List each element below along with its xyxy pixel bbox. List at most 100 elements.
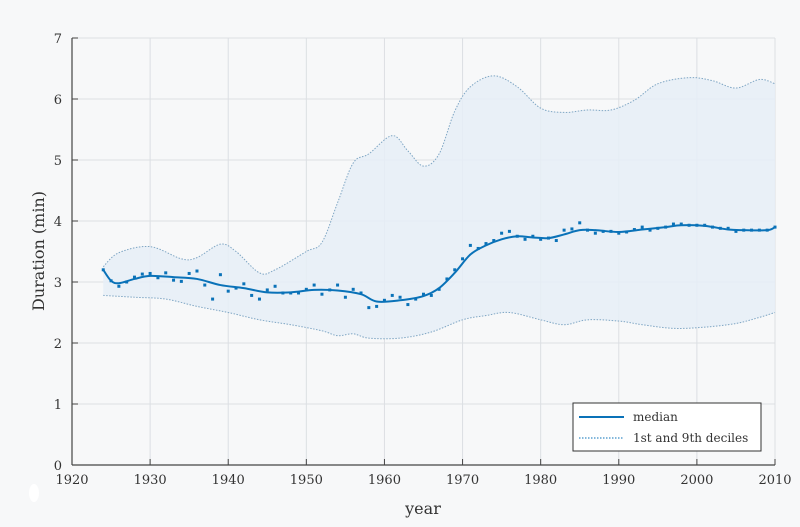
data-point [320, 292, 324, 296]
upper-decile-line [102, 75, 776, 275]
data-point [546, 236, 550, 240]
x-tick-label: 1960 [368, 473, 401, 488]
y-tick-label: 7 [54, 32, 62, 47]
data-point [523, 237, 527, 241]
data-point [125, 280, 129, 284]
data-point [211, 297, 215, 301]
decile-band-fill [103, 75, 775, 339]
logo-mark [29, 484, 39, 502]
data-point [617, 231, 621, 235]
data-point [570, 227, 574, 231]
y-tick-label: 2 [54, 337, 62, 352]
data-point [640, 225, 644, 229]
data-point [414, 297, 418, 301]
x-tick-label: 2000 [680, 473, 713, 488]
data-point [711, 225, 715, 229]
lower-decile-line [103, 294, 776, 340]
data-point [156, 276, 160, 280]
y-axis-label: Duration (min) [29, 191, 48, 311]
x-tick-label: 1950 [290, 473, 323, 488]
data-point [648, 228, 652, 232]
data-point [257, 297, 261, 301]
data-point [382, 298, 386, 302]
data-point [343, 295, 347, 299]
data-point [726, 226, 730, 230]
data-point [390, 293, 394, 297]
data-point [289, 291, 293, 295]
data-point [703, 223, 707, 227]
data-point [351, 287, 355, 291]
data-point [101, 268, 105, 272]
data-point [429, 293, 433, 297]
data-point [500, 231, 504, 235]
data-point [281, 291, 285, 295]
data-point [601, 229, 605, 233]
data-point [234, 286, 238, 290]
data-point [265, 288, 269, 292]
data-point [586, 228, 590, 232]
data-point [468, 243, 472, 247]
data-point [539, 237, 543, 241]
data-point [664, 225, 668, 229]
data-point [679, 222, 683, 226]
y-tick-label: 0 [54, 459, 62, 474]
scatter-points [101, 221, 777, 310]
data-point [445, 277, 449, 281]
data-point [375, 304, 379, 308]
data-point [367, 306, 371, 310]
data-point [422, 292, 425, 296]
data-point [757, 228, 761, 232]
data-point [304, 287, 308, 291]
data-point [203, 283, 207, 287]
data-point [273, 284, 277, 288]
data-point [187, 271, 191, 275]
x-tick-label: 1930 [134, 473, 167, 488]
data-point [218, 273, 222, 277]
data-point [625, 230, 629, 234]
data-point [297, 291, 301, 295]
data-point [336, 283, 340, 287]
x-tick-label: 1940 [212, 473, 245, 488]
axes: 1920 1930 1940 1950 1960 1970 1980 1990 2000 2010… [54, 32, 792, 488]
x-tick-label: 2010 [758, 473, 791, 488]
data-point [406, 303, 410, 307]
y-tick-label: 5 [54, 154, 62, 169]
legend-deciles-label: 1st and 9th deciles [633, 431, 748, 445]
data-point [632, 228, 636, 232]
data-point [359, 291, 363, 295]
data-point [492, 239, 496, 243]
x-tick-label: 1980 [524, 473, 557, 488]
x-tick-label: 1990 [602, 473, 635, 488]
y-tick-label: 6 [54, 93, 62, 108]
data-point [437, 287, 441, 291]
data-point [476, 246, 480, 250]
data-point [148, 271, 152, 275]
data-point [226, 289, 230, 293]
data-point [609, 229, 613, 233]
y-tick-label: 1 [54, 398, 62, 413]
legend-box [572, 402, 762, 452]
data-point [562, 228, 566, 232]
data-point [750, 228, 754, 232]
data-point [453, 268, 457, 272]
data-point [250, 293, 254, 297]
data-point [515, 234, 519, 238]
data-point [554, 239, 558, 243]
data-point [742, 228, 746, 232]
data-point [484, 242, 488, 246]
data-point [718, 226, 722, 230]
data-point [195, 269, 199, 273]
data-point [312, 283, 316, 287]
data-point [164, 271, 168, 275]
data-point [734, 229, 738, 233]
decile-band [102, 75, 776, 340]
x-tick-label: 1970 [446, 473, 479, 488]
data-point [531, 234, 535, 238]
x-tick-label: 1920 [55, 473, 88, 488]
data-point [593, 231, 597, 235]
data-point [578, 221, 582, 225]
data-point [140, 272, 144, 276]
legend-median-label: median [633, 410, 678, 424]
data-point [109, 279, 113, 283]
